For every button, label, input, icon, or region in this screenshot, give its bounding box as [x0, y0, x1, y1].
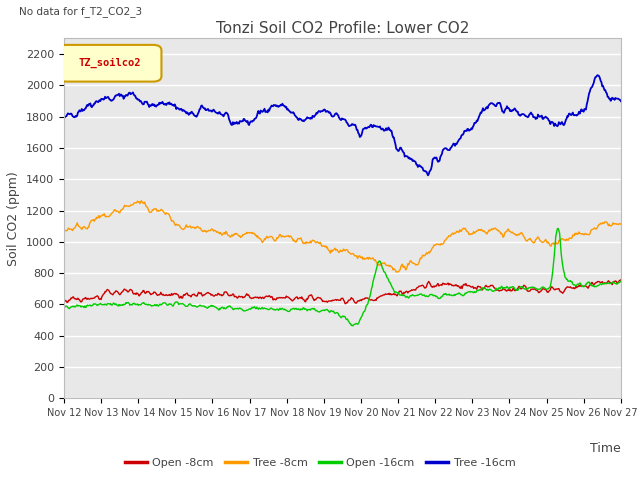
Open -16cm	[184, 303, 192, 309]
Open -16cm	[214, 306, 221, 312]
Tree -8cm	[214, 229, 222, 235]
Text: No data for f_T2_CO2_3: No data for f_T2_CO2_3	[19, 6, 143, 17]
Line: Open -8cm: Open -8cm	[64, 280, 621, 304]
Open -8cm	[428, 283, 435, 289]
Title: Tonzi Soil CO2 Profile: Lower CO2: Tonzi Soil CO2 Profile: Lower CO2	[216, 21, 469, 36]
Open -8cm	[184, 292, 192, 298]
Tree -16cm	[60, 116, 68, 122]
Open -16cm	[428, 292, 435, 298]
Text: TZ_soilco2: TZ_soilco2	[79, 58, 141, 68]
Line: Open -16cm: Open -16cm	[64, 228, 621, 326]
Y-axis label: Soil CO2 (ppm): Soil CO2 (ppm)	[8, 171, 20, 266]
Open -8cm	[411, 287, 419, 293]
Open -16cm	[60, 305, 68, 311]
Tree -16cm	[428, 166, 435, 172]
Open -8cm	[617, 277, 625, 283]
Text: Time: Time	[590, 442, 621, 455]
Tree -16cm	[127, 91, 135, 96]
Tree -8cm	[60, 228, 68, 234]
Tree -16cm	[594, 72, 602, 78]
Open -16cm	[127, 302, 135, 308]
Tree -16cm	[617, 98, 625, 104]
Open -16cm	[411, 293, 419, 299]
Open -8cm	[60, 297, 68, 303]
Open -8cm	[341, 301, 349, 307]
Open -16cm	[554, 226, 562, 231]
Tree -16cm	[214, 110, 221, 116]
Tree -8cm	[185, 224, 193, 229]
Open -16cm	[349, 323, 356, 329]
Open -16cm	[617, 278, 625, 284]
Line: Tree -8cm: Tree -8cm	[64, 201, 621, 272]
Legend: Open -8cm, Tree -8cm, Open -16cm, Tree -16cm: Open -8cm, Tree -8cm, Open -16cm, Tree -…	[120, 453, 520, 472]
Tree -8cm	[70, 225, 78, 231]
FancyBboxPatch shape	[58, 45, 161, 82]
Tree -8cm	[617, 221, 625, 227]
Open -16cm	[70, 303, 78, 309]
Tree -16cm	[70, 114, 78, 120]
Open -8cm	[127, 287, 135, 293]
Line: Tree -16cm: Tree -16cm	[64, 75, 621, 175]
Tree -8cm	[412, 262, 419, 268]
Open -8cm	[214, 292, 221, 298]
Tree -16cm	[424, 172, 432, 178]
Tree -16cm	[410, 158, 418, 164]
Open -8cm	[70, 295, 78, 301]
Tree -8cm	[428, 246, 436, 252]
Tree -8cm	[127, 202, 135, 208]
Tree -8cm	[138, 198, 145, 204]
Tree -8cm	[392, 269, 400, 275]
Tree -16cm	[184, 110, 192, 116]
